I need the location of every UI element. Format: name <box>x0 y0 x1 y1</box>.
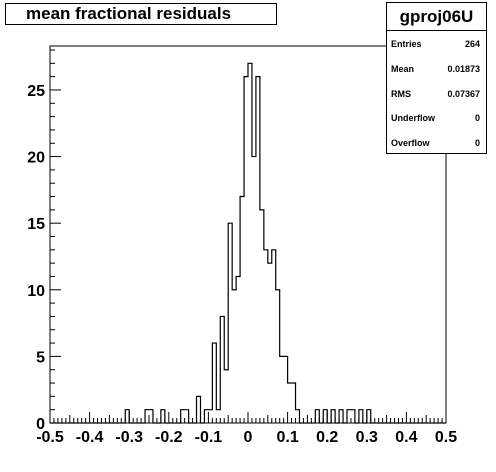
stat-label: Mean <box>391 63 415 74</box>
y-axis: 0 5 10 15 20 25 <box>27 49 61 433</box>
stat-value: 0.07367 <box>447 88 480 99</box>
y-tick-label: 5 <box>36 349 45 366</box>
histogram-name: gproj06U <box>387 3 486 31</box>
x-tick-label: 0.5 <box>435 429 457 446</box>
x-tick-label: 0.1 <box>276 429 298 446</box>
stat-value: 0 <box>474 113 480 124</box>
x-tick-label: -0.5 <box>36 429 64 446</box>
chart-title: mean fractional residuals <box>5 3 277 25</box>
histogram-bin <box>280 356 284 423</box>
y-tick-label: 10 <box>27 283 45 300</box>
histogram-bin <box>264 250 268 423</box>
y-tick-label: 15 <box>27 216 45 233</box>
stat-label: Overflow <box>391 138 430 149</box>
x-tick-label: -0.1 <box>195 429 223 446</box>
stat-label: Underflow <box>391 113 435 124</box>
histogram-bin <box>288 383 292 423</box>
stat-row-entries: Entries 264 <box>387 31 486 56</box>
stat-row-mean: Mean 0.01873 <box>387 56 486 81</box>
histogram-bin <box>208 410 212 423</box>
x-tick-label: -0.4 <box>76 429 104 446</box>
x-tick-label: -0.2 <box>155 429 183 446</box>
x-tick-label: 0.2 <box>316 429 338 446</box>
stat-row-rms: RMS 0.07367 <box>387 81 486 106</box>
stat-value: 0 <box>474 138 480 149</box>
stat-label: RMS <box>391 88 411 99</box>
stat-row-underflow: Underflow 0 <box>387 105 486 130</box>
y-tick-label: 25 <box>27 83 45 100</box>
histogram-bin <box>236 276 240 423</box>
stats-box: gproj06U Entries 264 Mean 0.01873 RMS 0.… <box>386 2 487 154</box>
x-tick-label: -0.3 <box>115 429 143 446</box>
stat-row-overflow: Overflow 0 <box>387 130 486 155</box>
stat-label: Entries <box>391 39 422 49</box>
x-tick-label: 0.4 <box>395 429 417 446</box>
histogram-bin <box>232 290 236 423</box>
histogram-bin <box>224 370 228 423</box>
histogram-bin <box>268 263 272 423</box>
y-tick-label: 0 <box>36 416 45 433</box>
histogram-bin <box>252 157 256 423</box>
histogram-bins <box>125 63 371 423</box>
x-tick-label: 0.3 <box>356 429 378 446</box>
histogram-outline <box>50 62 446 424</box>
stat-value: 264 <box>464 39 480 49</box>
stat-value: 0.01873 <box>447 63 480 74</box>
x-axis: -0.5 -0.4 -0.3 -0.2 -0.1 0 0.1 0.2 0.3 0.4 0.5 <box>36 412 457 446</box>
x-tick-label: 0 <box>244 429 253 446</box>
y-tick-label: 20 <box>27 150 45 167</box>
histogram-bin <box>216 410 220 423</box>
